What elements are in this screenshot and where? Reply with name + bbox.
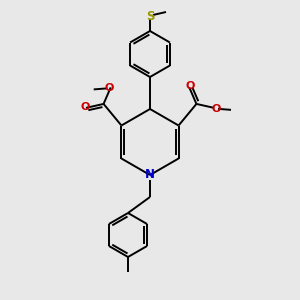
Text: O: O: [211, 104, 221, 114]
Text: O: O: [80, 102, 90, 112]
Text: O: O: [186, 81, 195, 92]
Text: N: N: [145, 169, 155, 182]
Text: S: S: [146, 10, 154, 22]
Text: O: O: [104, 83, 113, 93]
